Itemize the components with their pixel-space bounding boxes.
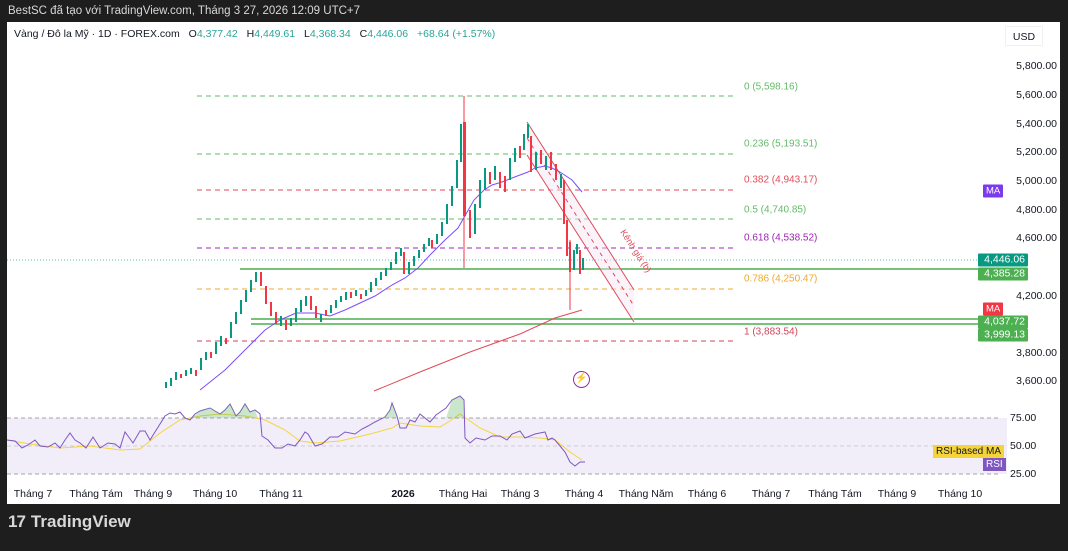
time-tick: Tháng Năm [618, 488, 674, 500]
close-value: 4,446.06 [367, 28, 409, 40]
chart-frame[interactable]: Kênh giá (b) Vàng / Đô la Mỹ · 1D · FORE… [7, 22, 1060, 504]
time-tick: Tháng 11 [259, 488, 303, 500]
close-label: C [359, 28, 368, 40]
price-tick: 5,200.00 [1016, 146, 1057, 158]
channel-label: Kênh giá (b) [618, 228, 653, 275]
time-tick: Tháng 10 [192, 488, 238, 500]
price-tick: 4,800.00 [1016, 204, 1057, 216]
time-tick: Tháng 6 [687, 488, 727, 500]
high-label: H [246, 28, 255, 40]
price-tick: 4,200.00 [1016, 290, 1057, 302]
time-tick: Tháng 7 [751, 488, 791, 500]
time-tick: Tháng 9 [877, 488, 917, 500]
rsi-tick: 75.00 [1010, 412, 1037, 424]
low-value: 4,368.34 [309, 28, 351, 40]
fib-level-1: 1 (3,883.54) [744, 326, 798, 338]
ohlc-legend: Vàng / Đô la Mỹ · 1D · FOREX.com O4,377.… [14, 28, 495, 40]
ma-fast-badge[interactable]: MA [983, 184, 1004, 198]
fib-level-0786: 0.786 (4,250.47) [744, 273, 818, 285]
level-tag: 4,037.72 [978, 315, 1028, 329]
time-tick: Tháng Hai [438, 488, 488, 500]
symbol-title[interactable]: Vàng / Đô la Mỹ · 1D · FOREX.com [14, 28, 180, 40]
lightning-icon[interactable]: ⚡ [573, 371, 590, 388]
rsi-ma-tag: RSI-based MA [933, 445, 1005, 458]
price-tick: 4,600.00 [1016, 232, 1057, 244]
level-tag: 3,999.13 [978, 328, 1028, 342]
price-tick: 3,800.00 [1016, 347, 1057, 359]
time-tick: Tháng 9 [133, 488, 173, 500]
rsi-tick: 25.00 [1010, 468, 1037, 480]
open-value: 4,377.42 [196, 28, 238, 40]
tradingview-logo-icon: 17 [8, 512, 26, 531]
high-value: 4,449.61 [254, 28, 296, 40]
rsi-tag: RSI [983, 458, 1006, 471]
currency-button[interactable]: USD [1005, 26, 1043, 46]
fib-level-05: 0.5 (4,740.85) [744, 204, 807, 216]
price-tick: 5,000.00 [1016, 175, 1057, 187]
price-tick: 5,600.00 [1016, 89, 1057, 101]
time-tick-year: 2026 [391, 488, 415, 500]
time-tick: Tháng 3 [500, 488, 540, 500]
price-chart-canvas[interactable]: Kênh giá (b) [7, 22, 1060, 504]
open-label: O [188, 28, 197, 40]
time-tick: Tháng 4 [564, 488, 604, 500]
time-tick: Tháng Tám [69, 488, 123, 500]
change-value: +68.64 (+1.57%) [417, 28, 496, 40]
level-tag: 4,385.28 [978, 267, 1028, 281]
price-tick: 5,800.00 [1016, 60, 1057, 72]
fib-level-0382: 0.382 (4,943.17) [744, 174, 818, 186]
time-tick: Tháng Tám [808, 488, 862, 500]
time-tick: Tháng 7 [13, 488, 53, 500]
low-label: L [304, 28, 310, 40]
ma-slow-badge[interactable]: MA [983, 302, 1004, 316]
last-price-tag: 4,446.06 [978, 253, 1028, 267]
tradingview-branding: 17 TradingView [8, 512, 131, 532]
chart-caption: BestSC đã tạo với TradingView.com, Tháng… [8, 5, 361, 17]
price-tick: 3,600.00 [1016, 375, 1057, 387]
rsi-tick: 50.00 [1010, 440, 1037, 452]
time-tick: Tháng 10 [937, 488, 983, 500]
brand-name: TradingView [30, 512, 131, 531]
price-tick: 5,400.00 [1016, 118, 1057, 130]
fib-level-0236: 0.236 (5,193.51) [744, 138, 818, 150]
fib-level-0: 0 (5,598.16) [744, 81, 798, 93]
fib-level-0618: 0.618 (4,538.52) [744, 232, 818, 244]
